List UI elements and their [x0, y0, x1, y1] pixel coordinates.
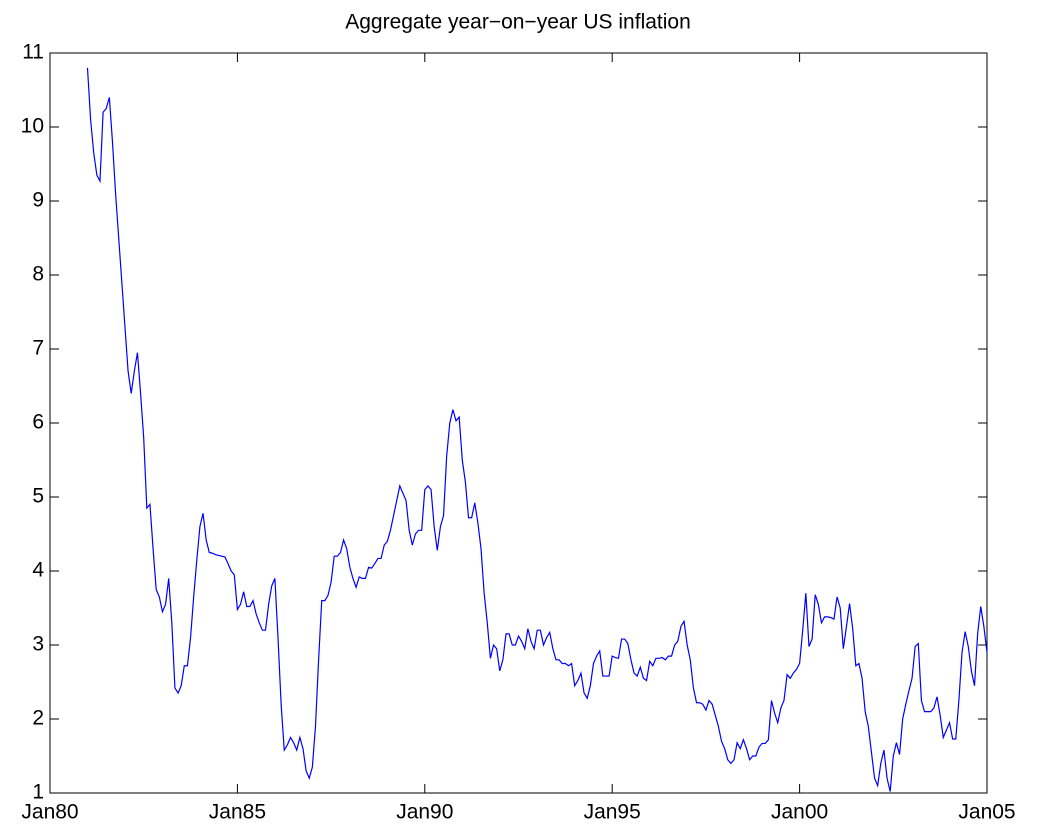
- y-tick-label: 4: [32, 559, 44, 582]
- data-line: [86, 67, 988, 792]
- y-tick-label: 6: [32, 411, 44, 434]
- y-tick-label: 1: [32, 781, 44, 804]
- x-tick-label: Jan00: [771, 801, 828, 824]
- y-tick-label: 2: [32, 707, 44, 730]
- y-tick-label: 11: [22, 41, 44, 64]
- y-tick-label: 7: [32, 337, 44, 360]
- x-tick-label: Jan05: [958, 801, 1015, 824]
- y-tick-label: 10: [21, 115, 44, 138]
- x-tick-label: Jan80: [21, 801, 78, 824]
- chart-title: Aggregate year−on−year US inflation: [345, 11, 691, 34]
- x-tick-label: Jan95: [584, 801, 641, 824]
- y-tick-label: 3: [32, 633, 44, 656]
- y-tick-label: 8: [32, 263, 44, 286]
- x-tick-label: Jan85: [209, 801, 266, 824]
- y-tick-label: 9: [32, 189, 44, 212]
- y-tick-label: 5: [32, 485, 44, 508]
- x-tick-label: Jan90: [396, 801, 453, 824]
